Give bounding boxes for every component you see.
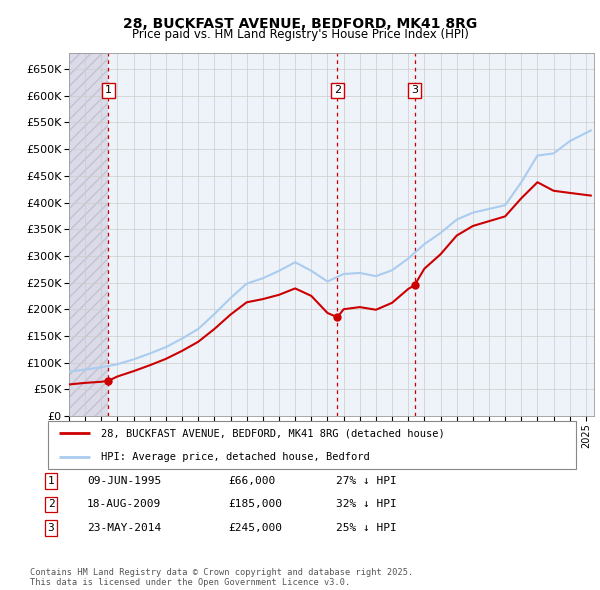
Text: Contains HM Land Registry data © Crown copyright and database right 2025.
This d: Contains HM Land Registry data © Crown c…: [30, 568, 413, 587]
Text: 09-JUN-1995: 09-JUN-1995: [87, 476, 161, 486]
Text: £245,000: £245,000: [228, 523, 282, 533]
Text: 3: 3: [411, 86, 418, 96]
Text: Price paid vs. HM Land Registry's House Price Index (HPI): Price paid vs. HM Land Registry's House …: [131, 28, 469, 41]
Text: 18-AUG-2009: 18-AUG-2009: [87, 500, 161, 509]
Text: 32% ↓ HPI: 32% ↓ HPI: [336, 500, 397, 509]
Text: 25% ↓ HPI: 25% ↓ HPI: [336, 523, 397, 533]
Text: 1: 1: [47, 476, 55, 486]
Text: 28, BUCKFAST AVENUE, BEDFORD, MK41 8RG: 28, BUCKFAST AVENUE, BEDFORD, MK41 8RG: [123, 17, 477, 31]
Text: 23-MAY-2014: 23-MAY-2014: [87, 523, 161, 533]
Text: HPI: Average price, detached house, Bedford: HPI: Average price, detached house, Bedf…: [101, 453, 370, 463]
Text: 28, BUCKFAST AVENUE, BEDFORD, MK41 8RG (detached house): 28, BUCKFAST AVENUE, BEDFORD, MK41 8RG (…: [101, 428, 445, 438]
Text: £66,000: £66,000: [228, 476, 275, 486]
Text: 27% ↓ HPI: 27% ↓ HPI: [336, 476, 397, 486]
Text: 1: 1: [105, 86, 112, 96]
Text: 2: 2: [334, 86, 341, 96]
Text: 2: 2: [47, 500, 55, 509]
Text: 3: 3: [47, 523, 55, 533]
Bar: [69, 53, 109, 416]
Text: £185,000: £185,000: [228, 500, 282, 509]
